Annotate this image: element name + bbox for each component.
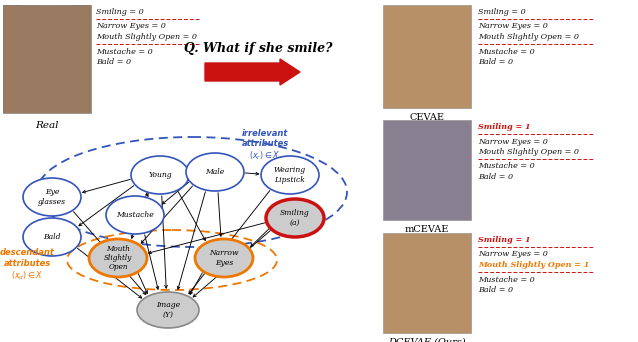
Ellipse shape <box>89 239 147 277</box>
FancyBboxPatch shape <box>383 233 471 333</box>
Ellipse shape <box>266 199 324 237</box>
FancyBboxPatch shape <box>3 5 20 113</box>
Ellipse shape <box>131 156 189 194</box>
Text: Smiling = 0: Smiling = 0 <box>478 8 526 16</box>
Text: Mustache = 0: Mustache = 0 <box>96 48 152 55</box>
Ellipse shape <box>23 178 81 216</box>
Text: Mouth Slightly Open = 0: Mouth Slightly Open = 0 <box>96 33 197 41</box>
Text: Mustache = 0: Mustache = 0 <box>478 48 535 55</box>
Text: $(x_d) \in X$: $(x_d) \in X$ <box>11 270 43 282</box>
Ellipse shape <box>106 196 164 234</box>
Text: descendant
attributes: descendant attributes <box>0 248 54 268</box>
FancyBboxPatch shape <box>56 5 73 113</box>
Text: Narrow Eyes = 0: Narrow Eyes = 0 <box>96 23 166 30</box>
Text: Narrow Eyes = 0: Narrow Eyes = 0 <box>478 23 548 30</box>
Text: Mouth Slightly Open = 0: Mouth Slightly Open = 0 <box>478 148 579 156</box>
FancyBboxPatch shape <box>3 5 91 113</box>
Text: Mouth Slightly Open = 1: Mouth Slightly Open = 1 <box>478 261 590 269</box>
Ellipse shape <box>186 153 244 191</box>
Text: $(x_r) \in X$: $(x_r) \in X$ <box>249 149 281 162</box>
Text: Young: Young <box>148 171 172 179</box>
Ellipse shape <box>23 218 81 256</box>
Text: Q. What if she smile?: Q. What if she smile? <box>184 42 332 55</box>
Text: Smiling = 1: Smiling = 1 <box>478 236 531 244</box>
Text: Male: Male <box>205 168 225 176</box>
Text: Mustache = 0: Mustache = 0 <box>478 276 535 284</box>
Ellipse shape <box>195 239 253 277</box>
FancyBboxPatch shape <box>383 5 471 108</box>
FancyBboxPatch shape <box>20 5 38 113</box>
Text: Bald = 0: Bald = 0 <box>478 286 513 294</box>
Text: Bald = 0: Bald = 0 <box>478 58 513 66</box>
Text: Narrow
Eyes: Narrow Eyes <box>209 249 239 267</box>
Text: DCEVAE (Ours): DCEVAE (Ours) <box>389 338 466 342</box>
Text: Real: Real <box>35 121 59 130</box>
Text: Narrow Eyes = 0: Narrow Eyes = 0 <box>478 137 548 145</box>
Text: Smiling = 0: Smiling = 0 <box>96 8 144 16</box>
Text: Bald: Bald <box>43 233 61 241</box>
FancyArrow shape <box>205 59 300 85</box>
Text: Bald = 0: Bald = 0 <box>478 173 513 181</box>
Text: Smiling = 1: Smiling = 1 <box>478 123 531 131</box>
Text: Mouth Slightly Open = 0: Mouth Slightly Open = 0 <box>478 33 579 41</box>
Text: Smiling
(a): Smiling (a) <box>280 209 310 227</box>
Text: Mustache = 0: Mustache = 0 <box>478 162 535 171</box>
Ellipse shape <box>137 292 199 328</box>
Text: Mustache: Mustache <box>116 211 154 219</box>
Text: Narrow Eyes = 0: Narrow Eyes = 0 <box>478 250 548 259</box>
FancyBboxPatch shape <box>38 5 56 113</box>
Text: mCEVAE: mCEVAE <box>405 225 449 234</box>
Text: Bald = 0: Bald = 0 <box>96 58 131 66</box>
FancyBboxPatch shape <box>73 5 91 113</box>
Text: CEVAE: CEVAE <box>410 113 445 122</box>
Text: Eye
glasses: Eye glasses <box>38 188 66 206</box>
Text: Mouth
Slightly
Open: Mouth Slightly Open <box>104 245 132 271</box>
Text: Wearing
Lipstick: Wearing Lipstick <box>274 167 306 184</box>
Ellipse shape <box>261 156 319 194</box>
Text: Image
(Y): Image (Y) <box>156 301 180 319</box>
Text: irrelevant
attributes: irrelevant attributes <box>241 129 288 148</box>
FancyBboxPatch shape <box>383 120 471 220</box>
